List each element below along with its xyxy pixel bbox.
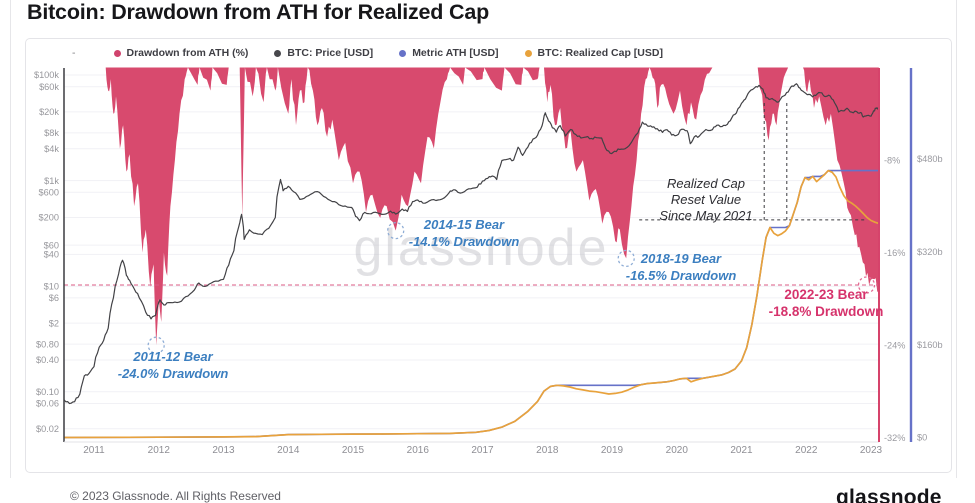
x-axis-tick-label: 2020 — [666, 445, 689, 456]
bear-bottom-marker — [617, 249, 635, 268]
chart-annotation: 2014-15 Bear — [423, 217, 505, 232]
price-axis-tick-label: $0.06 — [36, 399, 59, 409]
x-axis-tick-label: 2015 — [342, 445, 365, 456]
cap-axis-tick-label: $160b — [917, 340, 943, 350]
chart-annotation: -16.5% Drawdown — [626, 268, 737, 283]
legend-item-drawdown[interactable]: Drawdown from ATH (%) — [113, 47, 249, 59]
legend-item-label: BTC: Realized Cap [USD] — [537, 47, 663, 59]
realized-cap-dot-icon — [524, 49, 532, 57]
realized-cap-line — [64, 169, 880, 439]
price-dot-icon — [274, 49, 282, 57]
price-axis-tick-label: $600 — [39, 188, 59, 198]
x-axis-tick-label: 2021 — [730, 445, 753, 456]
chart-annotation: 2011-12 Bear — [132, 349, 213, 364]
x-axis-tick-label: 2013 — [212, 445, 235, 456]
btc-price-line — [63, 83, 879, 405]
x-axis-tick-label: 2014 — [277, 445, 300, 456]
legend-item-label: Metric ATH [USD] — [412, 47, 499, 59]
legend-item-label: BTC: Price [USD] — [287, 47, 374, 59]
cap-axis-tick-label: $320b — [917, 247, 943, 257]
x-axis-tick-label: 2023 — [860, 445, 883, 456]
chart-plot-area[interactable]: glassnode$100k$60k$20k$8k$4k$1k$600$200$… — [26, 39, 951, 472]
chart-annotation: Realized Cap — [667, 176, 745, 191]
price-axis-tick-label: $6 — [49, 293, 59, 303]
drawdown-axis-tick-label: -8% — [884, 155, 900, 165]
chart-legend: - Drawdown from ATH (%) BTC: Price [USD]… — [72, 47, 663, 59]
page-title: Bitcoin: Drawdown from ATH for Realized … — [27, 0, 490, 24]
x-axis-tick-label: 2016 — [407, 445, 430, 456]
glassnode-logo: glassnode — [836, 486, 942, 503]
metric-ath-dot-icon — [399, 49, 407, 57]
chart-annotation: -14.1% Drawdown — [409, 234, 520, 249]
chart-annotation: -18.8% Drawdown — [769, 304, 884, 319]
legend-item-label: Drawdown from ATH (%) — [126, 47, 249, 59]
chart-annotation: 2022-23 Bear — [784, 287, 868, 302]
bear-bottom-marker — [857, 276, 876, 294]
chart-annotation: 2018-19 Bear — [640, 251, 722, 266]
price-axis-tick-label: $0.80 — [36, 339, 59, 349]
price-axis-tick-label: $40 — [44, 250, 59, 260]
price-axis-tick-label: $60 — [44, 240, 59, 250]
drawdown-axis-tick-label: -32% — [884, 433, 905, 443]
price-axis-tick-label: $200 — [39, 213, 59, 223]
chart-card: - Drawdown from ATH (%) BTC: Price [USD]… — [25, 38, 952, 473]
page-left-edge-line — [10, 0, 11, 478]
price-axis-tick-label: $60k — [39, 82, 59, 92]
x-axis-tick-label: 2012 — [148, 445, 171, 456]
drawdown-area — [105, 67, 879, 346]
x-axis-tick-label: 2011 — [83, 445, 105, 456]
drawdown-axis-tick-label: -16% — [884, 248, 905, 258]
price-axis-tick-label: $4k — [44, 144, 59, 154]
price-axis-tick-label: $0.02 — [36, 424, 59, 434]
page-right-edge-line — [956, 0, 957, 478]
price-axis-tick-label: $1k — [44, 176, 59, 186]
drawdown-axis-tick-label: -24% — [884, 340, 905, 350]
footer-copyright: © 2023 Glassnode. All Rights Reserved — [70, 489, 281, 503]
x-axis-tick-label: 2018 — [536, 445, 559, 456]
chart-annotation: Since May 2021 — [659, 208, 752, 223]
legend-item-metric-ath[interactable]: Metric ATH [USD] — [399, 47, 499, 59]
legend-item-price[interactable]: BTC: Price [USD] — [274, 47, 373, 59]
bear-bottom-marker — [147, 336, 165, 354]
chart-annotation: Reset Value — [671, 192, 741, 207]
price-axis-tick-label: $8k — [44, 128, 59, 138]
price-axis-tick-label: $10 — [44, 281, 59, 291]
cap-axis-tick-label: $480b — [917, 154, 943, 164]
x-axis-tick-label: 2017 — [471, 445, 494, 456]
price-axis-tick-label: $100k — [34, 70, 59, 80]
x-axis-tick-label: 2019 — [601, 445, 624, 456]
legend-collapse-dash[interactable]: - — [72, 47, 76, 59]
price-axis-tick-label: $0.10 — [36, 387, 59, 397]
bear-bottom-marker — [387, 221, 405, 240]
price-axis-tick-label: $0.40 — [36, 355, 59, 365]
cap-axis-tick-label: $0 — [917, 433, 927, 443]
x-axis-tick-label: 2022 — [795, 445, 818, 456]
price-axis-tick-label: $20k — [39, 107, 59, 117]
price-axis-tick-label: $2 — [49, 318, 59, 328]
legend-item-realized-cap[interactable]: BTC: Realized Cap [USD] — [524, 47, 663, 59]
drawdown-dot-icon — [113, 49, 121, 57]
metric-ath-line — [64, 169, 879, 439]
chart-annotation: -24.0% Drawdown — [118, 366, 229, 381]
